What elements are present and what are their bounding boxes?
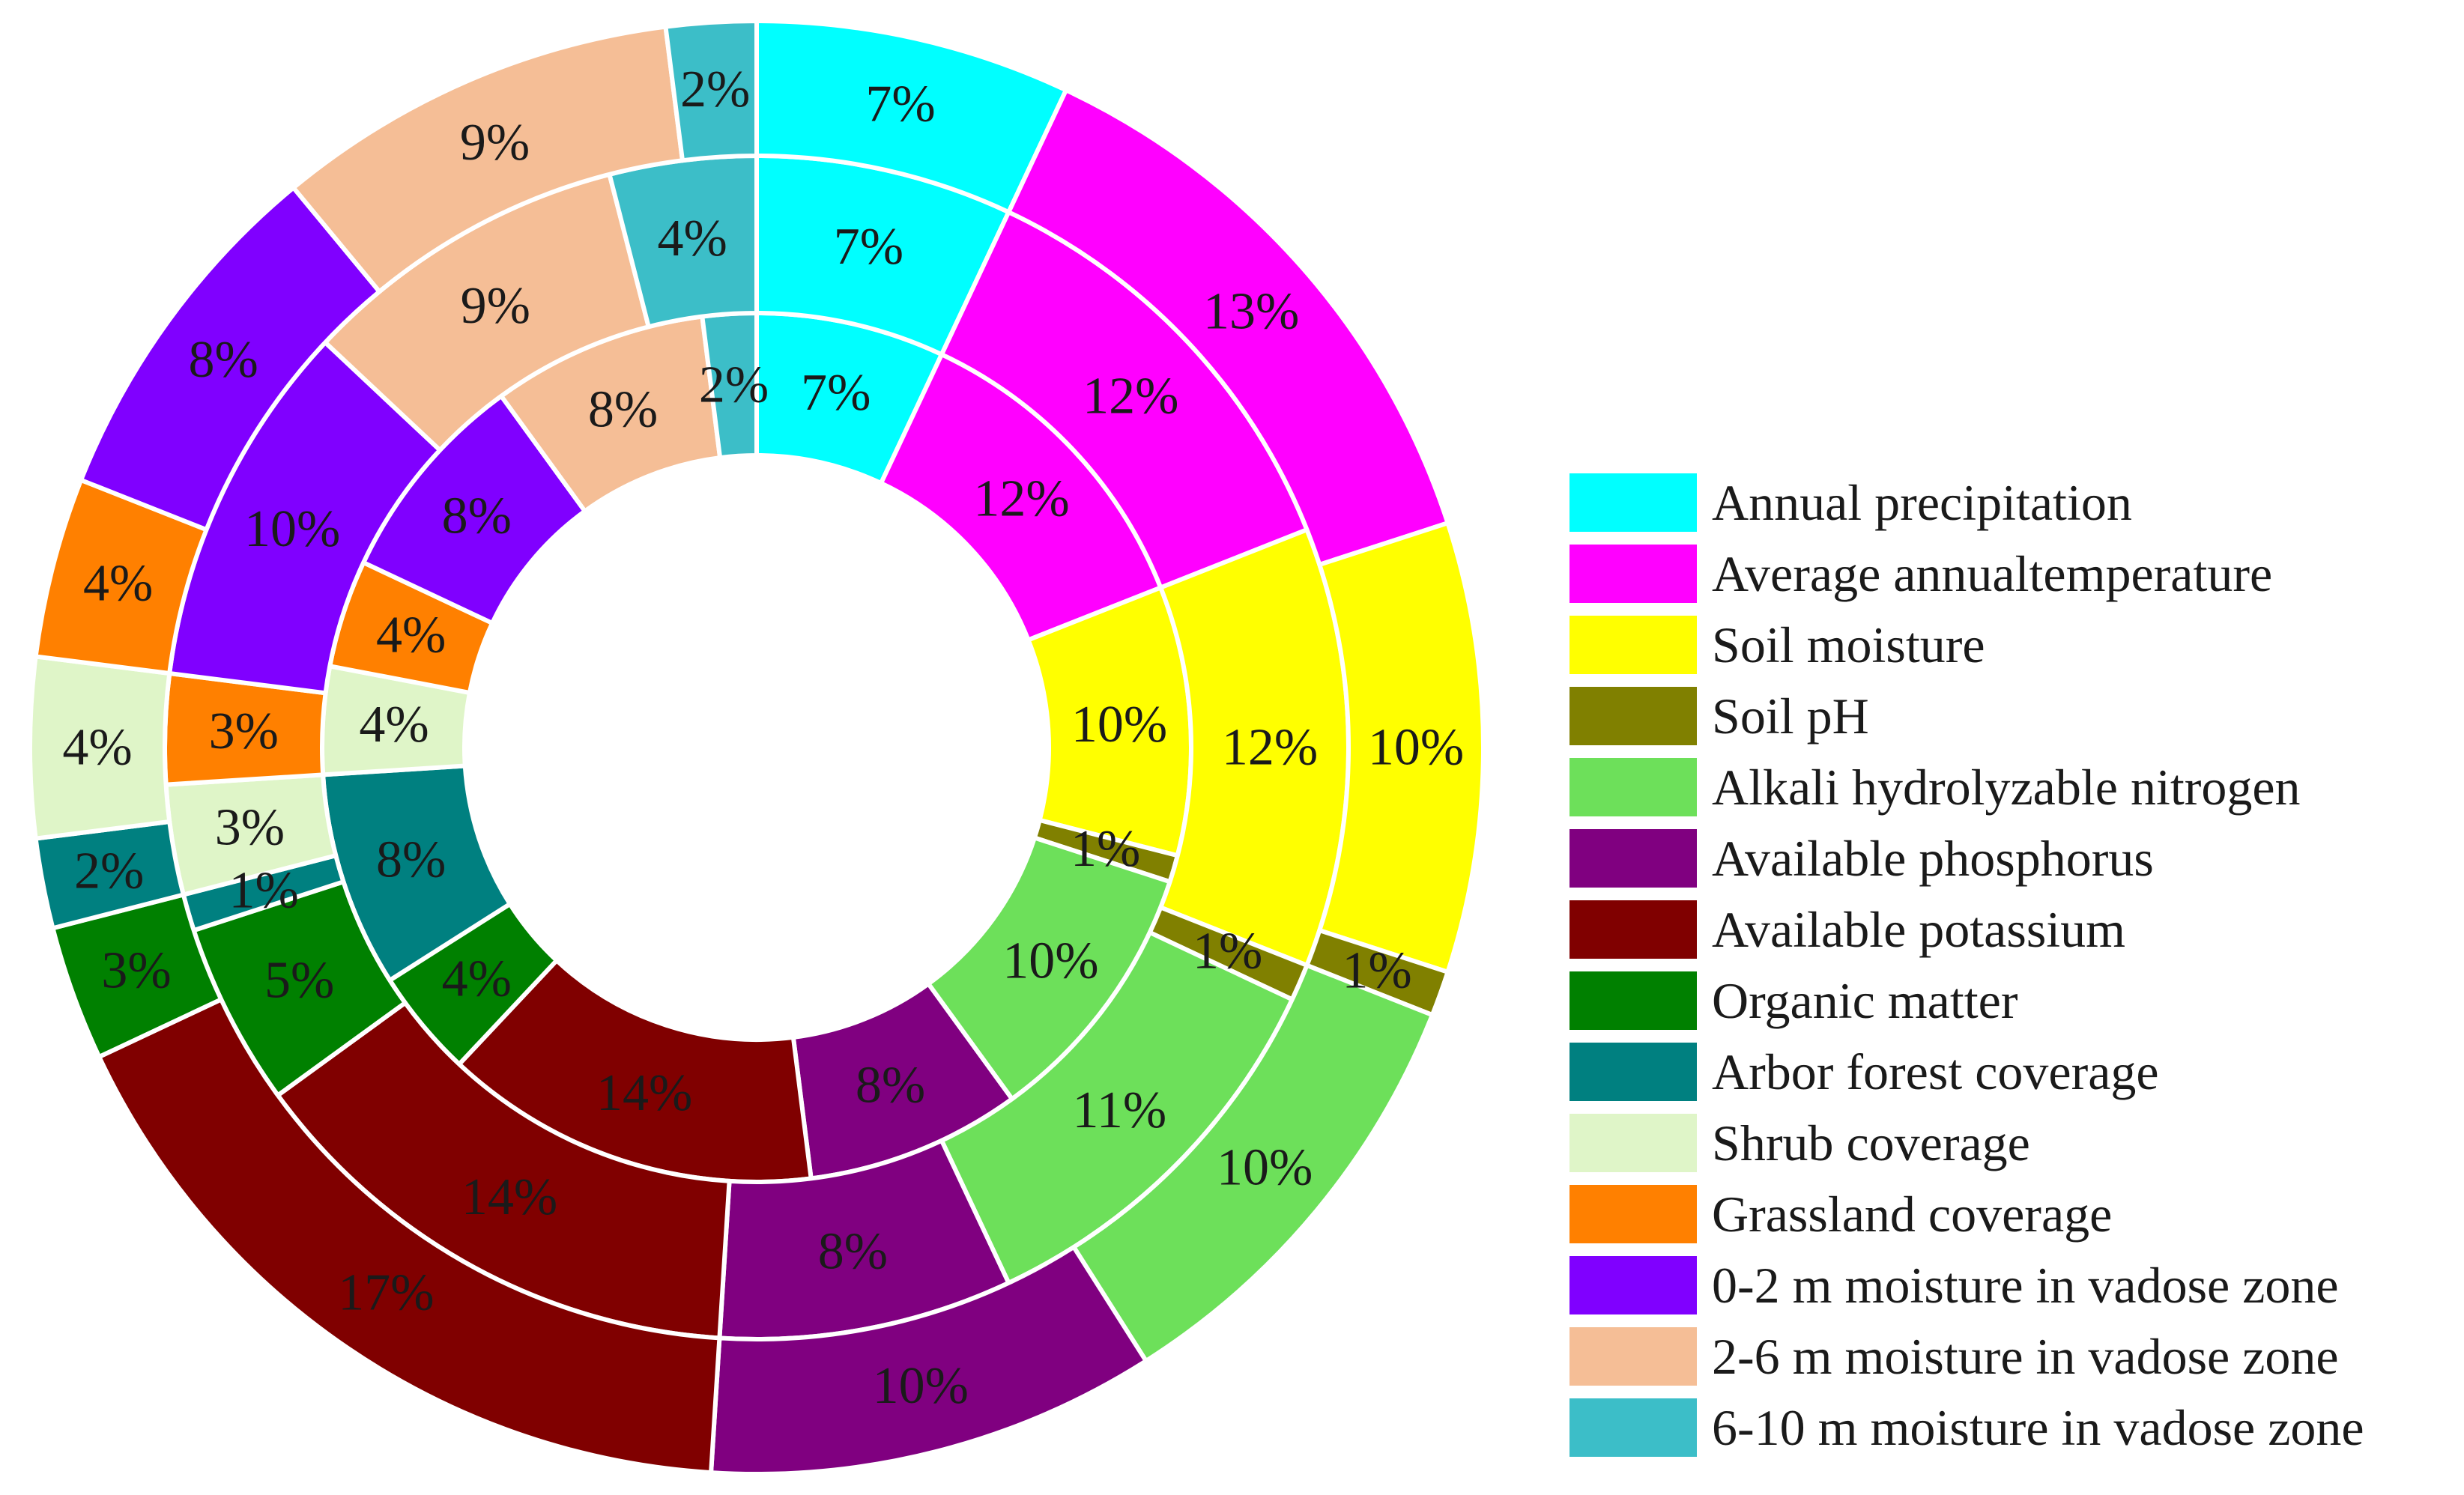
inner-ring-label-2-6-m-moisture-in-vadose-zone: 8% xyxy=(588,381,658,439)
middle-ring-label-0-2-m-moisture-in-vadose-zone: 10% xyxy=(244,500,340,558)
inner-ring-label-alkali-hydrolyzable-nitrogen: 10% xyxy=(1002,933,1098,990)
inner-ring-label-arbor-forest-coverage: 8% xyxy=(376,831,446,888)
legend-label-arbor-forest-coverage: Arbor forest coverage xyxy=(1712,1043,2159,1100)
inner-ring-label-available-potassium: 14% xyxy=(596,1064,692,1122)
inner-ring-label-shrub-coverage: 4% xyxy=(359,696,429,753)
middle-ring-label-organic-matter: 5% xyxy=(264,952,334,1010)
middle-ring-label-2-6-m-moisture-in-vadose-zone: 9% xyxy=(461,277,530,335)
legend-label-available-phosphorus: Available phosphorus xyxy=(1712,830,2154,887)
middle-ring-label-6-10-m-moisture-in-vadose-zone: 4% xyxy=(657,210,727,267)
legend-label-soil-ph: Soil pH xyxy=(1712,688,1869,745)
inner-ring-label-annual-precipitation: 7% xyxy=(801,364,871,422)
middle-ring-label-arbor-forest-coverage: 1% xyxy=(229,862,299,920)
outer-ring-label-2-6-m-moisture-in-vadose-zone: 9% xyxy=(460,114,530,172)
legend-swatch-2-6-m-moisture-in-vadose-zone xyxy=(1569,1327,1697,1386)
legend-swatch-organic-matter xyxy=(1569,971,1697,1030)
legend-label-6-10-m-moisture-in-vadose-zone: 6-10 m moisture in vadose zone xyxy=(1712,1399,2364,1456)
inner-ring-label-6-10-m-moisture-in-vadose-zone: 2% xyxy=(699,357,769,414)
middle-ring-label-shrub-coverage: 3% xyxy=(215,799,285,857)
outer-ring-label-available-potassium: 17% xyxy=(338,1264,434,1321)
legend-swatch-6-10-m-moisture-in-vadose-zone xyxy=(1569,1398,1697,1457)
inner-ring-label-0-2-m-moisture-in-vadose-zone: 8% xyxy=(442,487,512,545)
slice-labels: 7%12%10%1%10%8%14%4%8%4%4%8%8% 2%7%12%12%… xyxy=(62,61,1464,1415)
outer-ring-slice-6-10-m-moisture-in-vadose-zone xyxy=(663,19,759,163)
inner-ring-label-organic-matter: 4% xyxy=(442,950,512,1008)
outer-ring-label-arbor-forest-coverage: 2% xyxy=(74,842,144,900)
legend: Annual precipitation Average annualtemper… xyxy=(1569,473,2364,1457)
legend-swatch-shrub-coverage xyxy=(1569,1114,1697,1172)
outer-ring-label-available-phosphorus: 10% xyxy=(873,1357,969,1415)
legend-label-organic-matter: Organic matter xyxy=(1712,972,2018,1029)
middle-ring-label-average-annualtemperature: 12% xyxy=(1083,368,1178,425)
legend-swatch-0-2-m-moisture-in-vadose-zone xyxy=(1569,1256,1697,1314)
outer-ring-label-0-2-m-moisture-in-vadose-zone: 8% xyxy=(188,331,258,389)
legend-swatch-soil-ph xyxy=(1569,687,1697,745)
legend-label-available-potassium: Available potassium xyxy=(1712,901,2125,958)
legend-swatch-arbor-forest-coverage xyxy=(1569,1043,1697,1101)
outer-ring-label-annual-precipitation: 7% xyxy=(865,76,935,133)
middle-ring-label-soil-ph: 1% xyxy=(1193,923,1262,980)
legend-swatch-available-phosphorus xyxy=(1569,829,1697,888)
outer-ring-label-average-annualtemperature: 13% xyxy=(1203,283,1299,341)
outer-ring-label-alkali-hydrolyzable-nitrogen: 10% xyxy=(1217,1138,1313,1196)
legend-swatch-average-annualtemperature xyxy=(1569,545,1697,603)
legend-swatch-grassland-coverage xyxy=(1569,1185,1697,1243)
outer-ring-label-organic-matter: 3% xyxy=(101,942,171,1000)
legend-label-0-2-m-moisture-in-vadose-zone: 0-2 m moisture in vadose zone xyxy=(1712,1257,2339,1314)
legend-label-grassland-coverage: Grassland coverage xyxy=(1712,1186,2112,1243)
outer-ring-label-soil-ph: 1% xyxy=(1342,942,1411,1000)
legend-label-alkali-hydrolyzable-nitrogen: Alkali hydrolyzable nitrogen xyxy=(1712,759,2301,816)
middle-ring-label-available-potassium: 14% xyxy=(461,1168,557,1226)
legend-swatch-alkali-hydrolyzable-nitrogen xyxy=(1569,758,1697,816)
middle-ring-label-available-phosphorus: 8% xyxy=(818,1222,888,1280)
legend-label-2-6-m-moisture-in-vadose-zone: 2-6 m moisture in vadose zone xyxy=(1712,1328,2339,1385)
legend-swatch-annual-precipitation xyxy=(1569,473,1697,532)
inner-ring-label-soil-moisture: 10% xyxy=(1071,696,1167,753)
middle-ring-label-soil-moisture: 12% xyxy=(1222,719,1318,777)
middle-ring-label-annual-precipitation: 7% xyxy=(834,218,903,276)
outer-ring-label-6-10-m-moisture-in-vadose-zone: 2% xyxy=(680,61,750,118)
inner-ring-label-average-annualtemperature: 12% xyxy=(973,470,1069,528)
legend-swatch-soil-moisture xyxy=(1569,616,1697,674)
inner-ring-label-grassland-coverage: 4% xyxy=(376,607,446,664)
middle-ring-label-grassland-coverage: 3% xyxy=(209,703,279,760)
outer-ring-label-shrub-coverage: 4% xyxy=(62,719,132,777)
legend-label-shrub-coverage: Shrub coverage xyxy=(1712,1115,2030,1171)
legend-label-annual-precipitation: Annual precipitation xyxy=(1712,474,2132,531)
legend-label-soil-moisture: Soil moisture xyxy=(1712,616,1985,673)
legend-swatch-available-potassium xyxy=(1569,900,1697,959)
donut-rings xyxy=(28,19,1486,1476)
middle-ring-label-alkali-hydrolyzable-nitrogen: 11% xyxy=(1073,1082,1167,1139)
inner-ring-label-available-phosphorus: 8% xyxy=(856,1056,925,1114)
inner-ring-label-soil-ph: 1% xyxy=(1071,820,1140,878)
outer-ring-label-grassland-coverage: 4% xyxy=(83,555,153,613)
outer-ring-label-soil-moisture: 10% xyxy=(1368,719,1464,777)
legend-label-average-annualtemperature: Average annualtemperature xyxy=(1712,545,2272,602)
